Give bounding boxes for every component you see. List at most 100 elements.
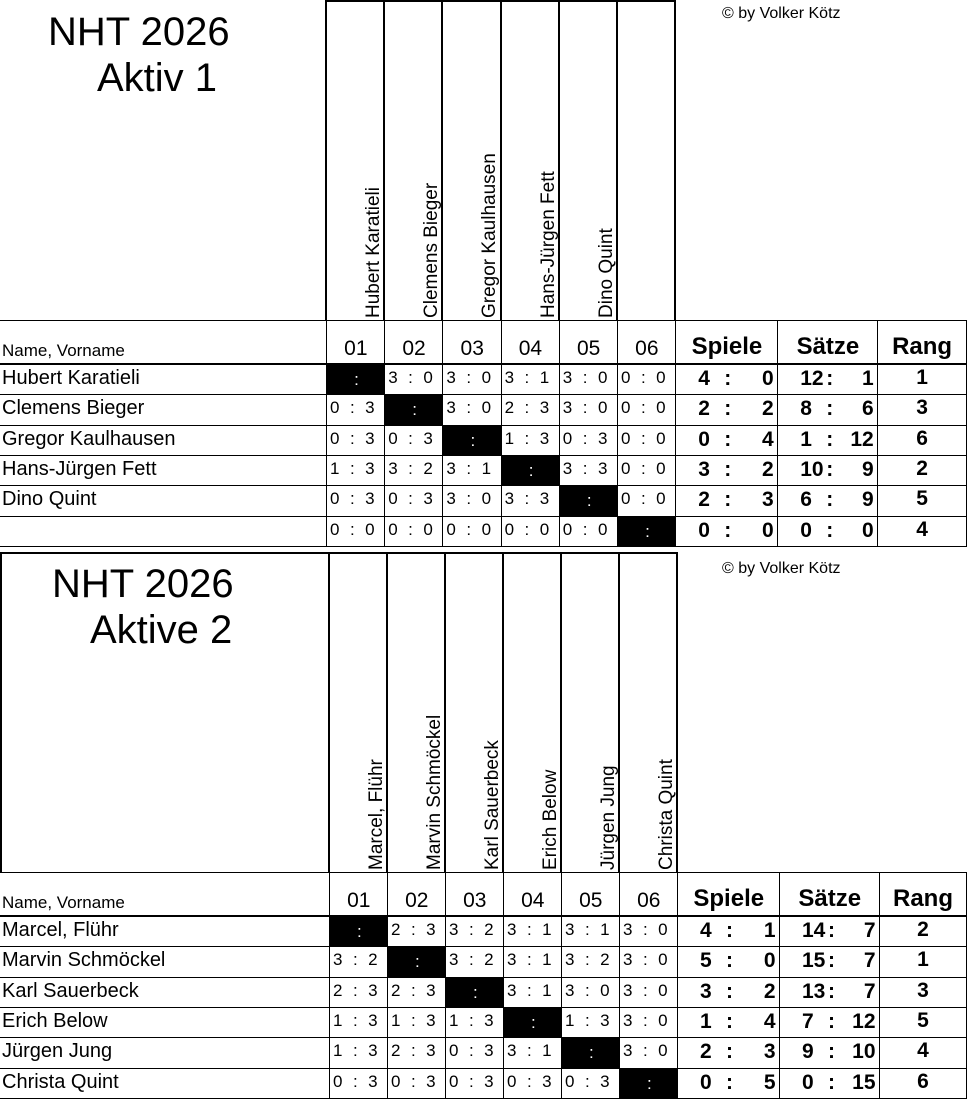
separator: :: [586, 491, 603, 511]
player-name: Karl Sauerbeck: [0, 976, 330, 1009]
self-match-cell: :: [500, 454, 561, 487]
column-player-name: Marvin Schmöckel: [424, 714, 445, 870]
separator: :: [828, 949, 835, 973]
match-score-cell: 0:3: [329, 1067, 389, 1100]
spiele-cell: 2: 3: [677, 1037, 781, 1069]
separator: :: [828, 1009, 835, 1033]
saetze-won: 9: [802, 1040, 814, 1064]
standings-table: NHT 2026 Aktive 2 © by Volker Kötz Marcel, …: [0, 552, 967, 1100]
spiele-won: 4: [698, 367, 710, 390]
match-score-cell: 3:3: [558, 454, 619, 487]
spiele-lost: 2: [762, 397, 774, 421]
match-score-cell: 3:0: [619, 1006, 679, 1039]
spiele-won: 3: [698, 457, 710, 481]
spiele-lost: 0: [762, 518, 774, 542]
rank-cell: 3: [877, 394, 967, 427]
rank-cell: 3: [879, 976, 967, 1009]
saetze-lost: 7: [863, 919, 876, 942]
saetze-cell: 0:0: [777, 515, 879, 548]
match-score-cell: 0:3: [326, 424, 386, 457]
match-score-cell: 3:2: [561, 946, 621, 979]
self-match-cell: :: [387, 946, 447, 979]
player-name: Marvin Schmöckel: [0, 946, 330, 979]
separator: :: [647, 1073, 663, 1093]
saetze-lost: 12: [852, 1009, 876, 1033]
column-divider: [386, 552, 388, 872]
match-score-cell: 0:3: [445, 1037, 505, 1069]
saetze-cell: 6: 9: [777, 485, 879, 517]
match-score-cell: 0:0: [500, 515, 561, 548]
self-match-cell: :: [619, 1067, 679, 1100]
column-player-name: Hubert Karatieli: [363, 187, 384, 318]
saetze-cell: 7:12: [779, 1006, 881, 1039]
spiele-lost: 0: [763, 949, 776, 973]
spiele-cell: 0: 5: [677, 1067, 781, 1100]
saetze-lost: 9: [862, 488, 874, 512]
column-number-header: 04: [500, 320, 561, 364]
spiele-lost: 4: [762, 427, 774, 451]
separator: :: [726, 1009, 733, 1033]
column-divider: [325, 0, 327, 320]
player-name: Christa Quint: [0, 1067, 330, 1100]
separator: :: [828, 979, 835, 1003]
column-divider: [502, 552, 504, 872]
saetze-cell: 1:12: [777, 424, 879, 457]
match-score-cell: 3:0: [558, 364, 619, 396]
saetze-lost: 6: [862, 397, 874, 421]
saetze-won: 1: [800, 427, 812, 451]
match-score-cell: 0:3: [384, 485, 444, 517]
saetze-lost: 9: [862, 457, 874, 481]
column-number-header: 01: [326, 320, 386, 364]
saetze-won: 10: [800, 457, 824, 481]
match-score-cell: 3:0: [558, 394, 619, 427]
match-score-cell: 3:1: [503, 1037, 563, 1069]
saetze-cell: 8: 6: [777, 394, 879, 427]
match-score-cell: 3:0: [384, 364, 444, 396]
self-match-cell: :: [445, 976, 505, 1009]
column-player-name: Hans-Jürgen Fett: [537, 171, 559, 318]
spiele-lost: 3: [763, 1040, 776, 1064]
match-score-cell: 3:0: [619, 976, 679, 1009]
match-score-cell: 3:1: [442, 454, 503, 487]
player-name: Hubert Karatieli: [0, 364, 327, 396]
spiele-cell: 4: 0: [675, 364, 779, 396]
match-score-cell: 0:0: [617, 394, 677, 427]
frame-top: [0, 552, 677, 554]
saetze-cell: 10: 9: [777, 454, 879, 487]
saetze-lost: 10: [852, 1040, 876, 1064]
saetze-cell: 9:10: [779, 1037, 881, 1069]
spiele-cell: 3: 2: [675, 454, 779, 487]
table-subtitle: Aktiv 1: [97, 56, 218, 100]
rank-cell: 4: [879, 1037, 967, 1069]
saetze-won: 6: [800, 488, 812, 512]
saetze-lost: 0: [862, 518, 874, 542]
spiele-cell: 0: 4: [675, 424, 779, 457]
saetze-won: 14: [802, 919, 826, 942]
match-score-cell: 0:3: [326, 394, 386, 427]
spiele-won: 0: [700, 1070, 712, 1094]
rank-cell: 6: [879, 1067, 967, 1100]
separator: :: [726, 979, 733, 1003]
match-score-cell: 1:3: [329, 1006, 389, 1039]
column-divider: [618, 552, 620, 872]
match-score-cell: 3:1: [503, 946, 563, 979]
saetze-lost: 15: [852, 1070, 876, 1094]
saetze-won: 13: [802, 979, 826, 1003]
match-score-cell: 0:0: [617, 454, 677, 487]
match-score-cell: 0:3: [445, 1067, 505, 1100]
spiele-won: 5: [700, 949, 712, 973]
match-score-cell: 2:3: [387, 916, 447, 948]
saetze-won: 12: [800, 367, 824, 390]
match-score-cell: 0:3: [561, 1067, 621, 1100]
spiele-lost: 2: [763, 979, 776, 1003]
separator: :: [724, 518, 732, 542]
spiele-lost: 2: [762, 457, 774, 481]
copyright-text: © by Volker Kötz: [722, 5, 841, 22]
column-divider: [441, 0, 444, 320]
spiele-lost: 4: [763, 1009, 776, 1033]
column-player-name: Erich Below: [540, 769, 561, 870]
saetze-cell: 12: 1: [777, 364, 879, 396]
separator: :: [726, 919, 733, 942]
column-divider: [557, 0, 560, 320]
column-number-header: 02: [384, 320, 444, 364]
